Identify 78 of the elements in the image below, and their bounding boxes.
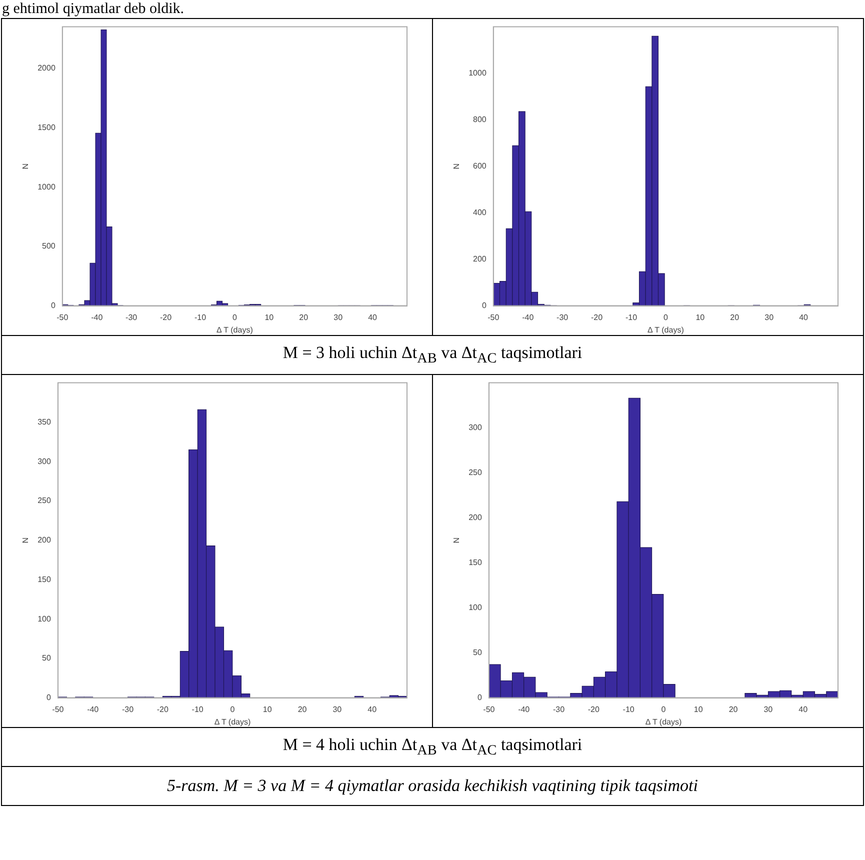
y-tick-label: 300 xyxy=(468,423,482,432)
y-tick-label: 350 xyxy=(38,417,52,426)
x-tick-label: 40 xyxy=(798,704,808,714)
x-tick-label: -10 xyxy=(622,704,635,714)
x-tick-label: 10 xyxy=(262,704,272,714)
x-tick-label: 40 xyxy=(368,312,378,322)
x-tick-label: -30 xyxy=(552,704,566,714)
x-axis-title: Δ T (days) xyxy=(216,325,254,334)
y-tick-label: 0 xyxy=(50,301,56,310)
y-tick-label: 300 xyxy=(38,456,52,466)
y-tick-label: 1000 xyxy=(38,182,56,192)
y-tick-label: 100 xyxy=(38,614,52,624)
x-tick-label: 40 xyxy=(799,312,809,322)
x-tick-label: -20 xyxy=(160,312,172,322)
x-tick-label: -50 xyxy=(56,312,69,322)
y-axis-title: N xyxy=(452,537,462,544)
x-tick-label: 30 xyxy=(764,312,774,322)
y-tick-label: 0 xyxy=(477,693,482,702)
y-tick-label: 400 xyxy=(473,208,487,218)
x-tick-label: 10 xyxy=(694,704,704,714)
x-tick-label: -40 xyxy=(91,312,104,322)
y-tick-label: 100 xyxy=(468,603,482,612)
x-tick-label: 0 xyxy=(663,312,668,322)
y-tick-label: 250 xyxy=(468,468,482,478)
x-tick-label: 30 xyxy=(334,312,344,322)
x-tick-label: 20 xyxy=(730,312,740,322)
x-tick-label: -10 xyxy=(625,312,638,322)
x-tick-label: -10 xyxy=(192,704,204,714)
x-axis-title: Δ T (days) xyxy=(214,717,251,726)
y-tick-label: 2000 xyxy=(38,64,56,73)
text: M = 4 holi uchin Δt$_{AB}$ va Δt$_{AC}$ taqsimotlari xyxy=(2,728,864,766)
x-tick-label: -50 xyxy=(483,704,496,714)
x-tick-label: -40 xyxy=(518,704,530,714)
x-tick-label: 40 xyxy=(368,704,378,714)
y-tick-label: 200 xyxy=(473,254,487,264)
y-tick-label: 200 xyxy=(38,536,52,545)
text: g ehtimol qiymatlar deb oldik. xyxy=(1,0,186,18)
x-tick-label: 10 xyxy=(696,312,706,322)
y-axis-title: N xyxy=(452,163,462,170)
x-tick-label: 10 xyxy=(264,312,274,322)
x-tick-label: -40 xyxy=(522,312,534,322)
y-tick-label: 150 xyxy=(38,574,52,584)
y-tick-label: 800 xyxy=(473,115,487,124)
x-tick-label: 30 xyxy=(764,704,774,714)
x-tick-label: -30 xyxy=(556,312,569,322)
y-axis-title: N xyxy=(21,163,30,170)
y-tick-label: 1500 xyxy=(38,122,56,132)
x-tick-label: -50 xyxy=(488,312,500,322)
x-tick-label: -50 xyxy=(52,704,64,714)
x-tick-label: -30 xyxy=(126,312,138,322)
x-tick-label: -10 xyxy=(194,312,207,322)
y-tick-label: 150 xyxy=(468,558,482,568)
y-tick-label: 0 xyxy=(482,301,487,310)
y-tick-label: 500 xyxy=(42,242,56,251)
y-tick-label: 250 xyxy=(38,496,52,506)
x-tick-label: -40 xyxy=(87,704,100,714)
y-tick-label: 600 xyxy=(473,162,487,171)
x-tick-label: 0 xyxy=(661,704,666,714)
x-tick-label: 20 xyxy=(299,312,309,322)
x-tick-label: 20 xyxy=(728,704,738,714)
y-tick-label: 50 xyxy=(473,648,482,658)
y-tick-label: 50 xyxy=(42,654,52,663)
x-tick-label: 0 xyxy=(232,312,238,322)
x-tick-label: -30 xyxy=(122,704,134,714)
x-tick-label: -20 xyxy=(588,704,600,714)
text: 5-rasm. M = 3 va M = 4 qiymatlar orasida kechikish vaqtining tipik taqsimoti xyxy=(2,766,864,806)
x-tick-label: 0 xyxy=(230,704,236,714)
x-tick-label: 30 xyxy=(332,704,342,714)
x-tick-label: 20 xyxy=(298,704,308,714)
y-tick-label: 0 xyxy=(46,693,52,702)
y-tick-label: 200 xyxy=(468,513,482,522)
x-axis-title: Δ T (days) xyxy=(648,325,684,334)
y-axis-title: N xyxy=(21,537,30,544)
x-tick-label: -20 xyxy=(156,704,169,714)
text: M = 3 holi uchin Δt$_{AB}$ va Δt$_{AC}$ taqsimotlari xyxy=(2,336,864,374)
x-axis-title: Δ T (days) xyxy=(645,717,682,726)
x-tick-label: -20 xyxy=(590,312,604,322)
y-tick-label: 1000 xyxy=(468,68,487,78)
